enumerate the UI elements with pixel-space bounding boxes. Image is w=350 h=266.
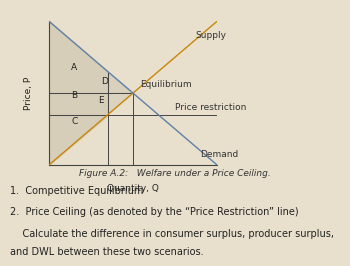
Text: Supply: Supply [195,31,226,40]
Text: and DWL between these two scenarios.: and DWL between these two scenarios. [10,247,204,257]
Polygon shape [49,93,108,115]
Text: Equilibrium: Equilibrium [140,80,192,89]
Polygon shape [49,115,108,165]
Text: 2.  Price Ceiling (as denoted by the “Price Restriction” line): 2. Price Ceiling (as denoted by the “Pri… [10,207,299,218]
Text: E: E [98,96,104,105]
Text: Demand: Demand [200,150,239,159]
Text: C: C [71,117,77,126]
Text: Quantity, Q: Quantity, Q [107,184,159,193]
Text: 1.  Competitive Equilibrium: 1. Competitive Equilibrium [10,186,144,196]
Text: Price restriction: Price restriction [175,103,246,112]
Polygon shape [108,93,133,115]
Polygon shape [108,72,133,93]
Text: B: B [71,92,77,101]
Text: D: D [101,77,108,86]
Text: A: A [71,63,77,72]
Text: Calculate the difference in consumer surplus, producer surplus,: Calculate the difference in consumer sur… [10,229,335,239]
Text: Price, P: Price, P [25,77,33,110]
Polygon shape [49,21,108,93]
Text: Figure A.2:   Welfare under a Price Ceiling.: Figure A.2: Welfare under a Price Ceilin… [79,169,271,178]
